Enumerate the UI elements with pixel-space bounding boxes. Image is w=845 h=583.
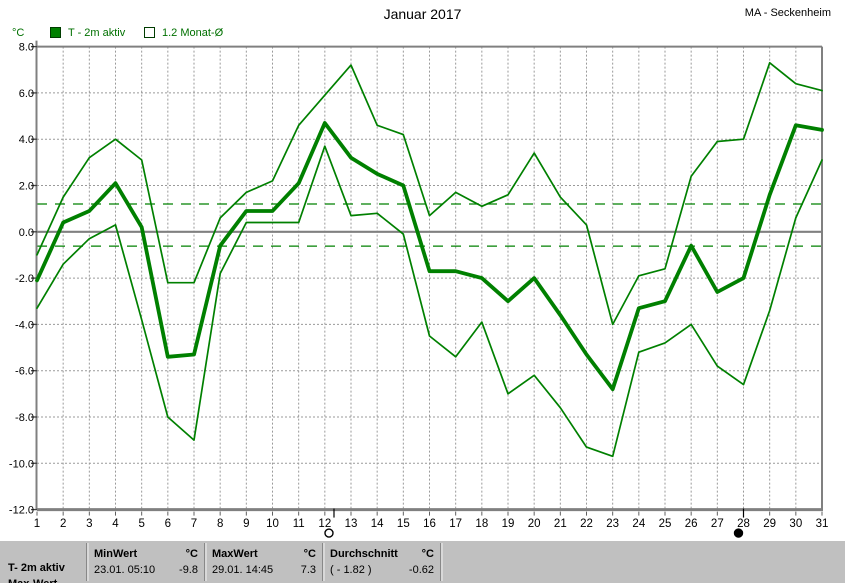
x-tick-label: 29	[763, 518, 776, 530]
maxwert-header: MaxWert °C	[212, 548, 316, 560]
x-tick-label: 7	[191, 518, 197, 530]
x-tick-label: 21	[554, 518, 567, 530]
x-tick-label: 16	[423, 518, 436, 530]
x-tick-label: 3	[86, 518, 92, 530]
x-tick-label: 6	[165, 518, 171, 530]
x-tick-label: 11	[293, 518, 305, 530]
cell-divider	[204, 543, 207, 581]
curve-T-2m Tagesminimum	[36, 145, 823, 458]
y-tick-label: 2.0	[19, 181, 34, 193]
y-tick-label: -8.0	[15, 412, 34, 424]
legend-label: T - 2m aktiv	[68, 26, 126, 39]
cell-divider	[86, 543, 89, 581]
chart-title: Januar 2017	[383, 6, 462, 22]
x-tick-label: 18	[475, 518, 488, 530]
x-tick-label: 14	[371, 518, 384, 530]
x-tick-label: 8	[217, 518, 223, 530]
x-tick-label: 4	[112, 518, 119, 530]
statistics-panel: T- 2m aktiv Max-Wert MinWert °C 23.01. 0…	[0, 540, 845, 583]
curve-T-2m Tagesmittel	[35, 121, 824, 392]
x-tick-label: 20	[528, 518, 541, 530]
full-moon-icon	[324, 528, 334, 538]
maxwert-value: 29.01. 14:45 7.3	[212, 563, 316, 576]
station-name: MA - Seckenheim	[744, 7, 831, 19]
new-moon-icon	[733, 528, 744, 538]
x-tick-label: 1	[34, 518, 40, 530]
x-tick-label: 30	[789, 518, 802, 530]
series-name-cell: T- 2m aktiv	[8, 562, 65, 574]
y-tick-label: 6.0	[19, 88, 34, 100]
x-tick-label: 13	[345, 518, 358, 530]
y-tick-label: 0.0	[19, 227, 34, 239]
cell-divider	[440, 543, 443, 581]
legend-item-temperature: T - 2m aktiv	[50, 26, 125, 39]
x-tick-label: 15	[397, 518, 410, 530]
cell-divider	[322, 543, 325, 581]
x-tick-label: 28	[737, 518, 750, 530]
y-tick-label: 8.0	[19, 42, 34, 54]
clipped-next-row-label: Max-Wert	[0, 578, 120, 583]
x-tick-label: 25	[659, 518, 672, 530]
y-tick-label: -12.0	[9, 505, 34, 517]
x-tick-label: 22	[580, 518, 593, 530]
y-tick-label: -4.0	[15, 319, 34, 331]
x-tick-label: 17	[449, 518, 462, 530]
durchschnitt-header: Durchschnitt °C	[330, 548, 434, 560]
x-tick-label: 9	[243, 518, 249, 530]
legend-label: 1.2 Monat-Ø	[162, 26, 224, 39]
x-tick-label: 5	[138, 518, 144, 530]
x-tick-label: 24	[632, 518, 645, 530]
x-tick-label: 12	[318, 518, 331, 530]
x-tick-label: 26	[685, 518, 698, 530]
x-tick-label: 10	[266, 518, 279, 530]
x-tick-label: 2	[60, 518, 66, 530]
minwert-value: 23.01. 05:10 -9.8	[94, 563, 198, 576]
x-tick-label: 31	[816, 518, 829, 530]
open-square-icon	[144, 27, 155, 38]
filled-square-icon	[50, 27, 61, 38]
minwert-header: MinWert °C	[94, 548, 198, 560]
y-tick-label: -2.0	[15, 273, 34, 285]
temperature-plot: -12.0 -10.0 -8.0 -6.0 -4.0 -2.0 0.0 2.0 4.0 6.0 8.…	[9, 40, 829, 538]
x-tick-label: 23	[606, 518, 619, 530]
legend-item-month-average: 1.2 Monat-Ø	[144, 26, 223, 39]
y-tick-label: 4.0	[19, 134, 34, 146]
y-tick-label: -6.0	[15, 366, 34, 378]
y-axis-unit-label: °C	[12, 27, 25, 39]
y-tick-label: -10.0	[9, 458, 34, 470]
curve-T-2m Tagesmaximum	[36, 61, 823, 326]
x-tick-label: 27	[711, 518, 724, 530]
durchschnitt-value: ( - 1.82 ) -0.62	[330, 563, 434, 576]
x-tick-label: 19	[502, 518, 515, 530]
